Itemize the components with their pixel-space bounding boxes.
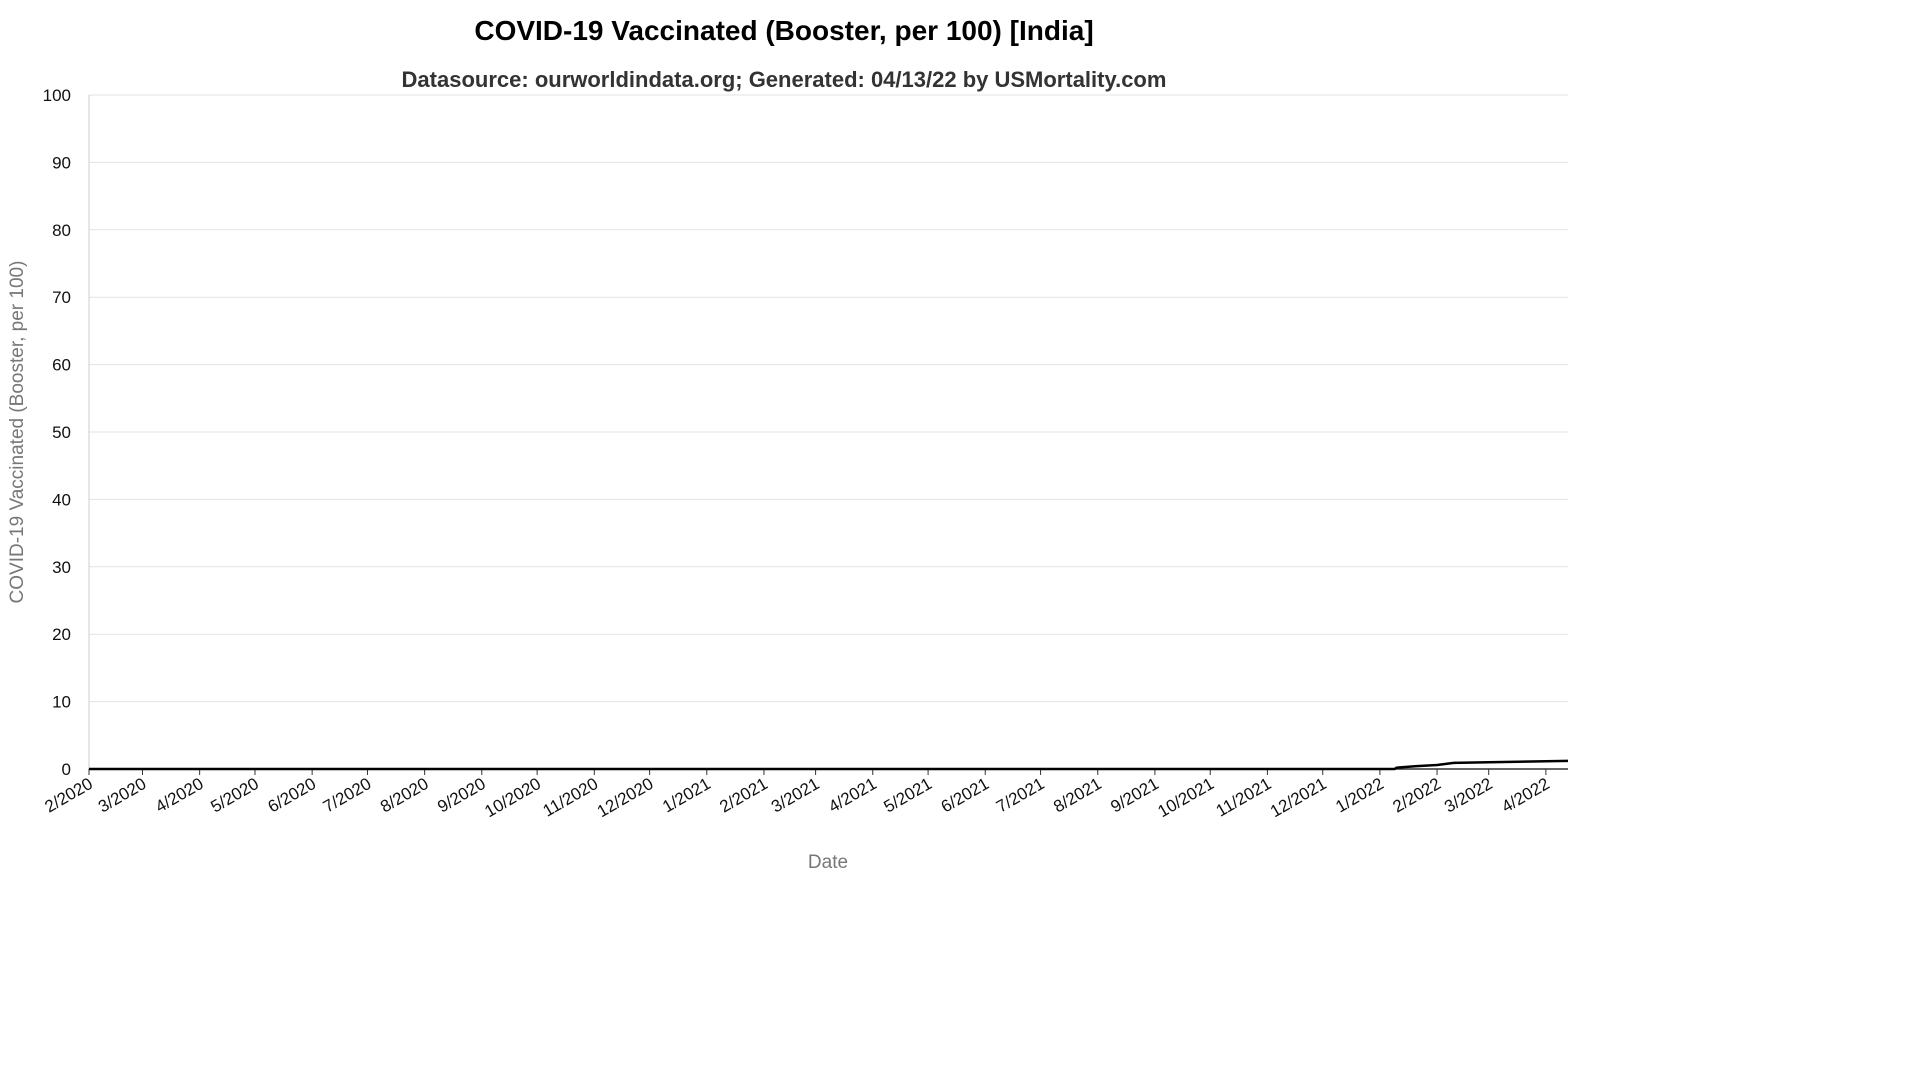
x-tick-label: 1/2022: [1332, 774, 1387, 816]
x-tick-label: 1/2021: [659, 774, 714, 816]
x-tick-label: 9/2020: [434, 774, 489, 816]
chart: COVID-19 Vaccinated (Booster, per 100) […: [7, 15, 1568, 873]
y-tick-label: 50: [52, 423, 71, 442]
y-tick-label: 70: [52, 288, 71, 307]
y-axis-title: COVID-19 Vaccinated (Booster, per 100): [7, 261, 28, 604]
y-tick-label: 90: [52, 153, 71, 172]
y-tick-label: 60: [52, 356, 71, 375]
y-tick-label: 40: [52, 490, 71, 509]
y-tick-label: 100: [43, 86, 71, 105]
x-tick-label: 3/2022: [1441, 774, 1496, 816]
x-tick-label: 5/2020: [207, 774, 262, 816]
x-tick-label: 8/2021: [1050, 774, 1105, 816]
x-tick-label: 2/2020: [41, 774, 96, 816]
series-line: [89, 759, 1568, 771]
x-tick-label: 10/2020: [481, 774, 544, 821]
x-tick-label: 4/2021: [825, 774, 880, 816]
x-tick-label: 3/2021: [768, 774, 823, 816]
x-tick-label: 2/2022: [1390, 774, 1445, 816]
x-tick-label: 7/2021: [993, 774, 1048, 816]
y-tick-label: 30: [52, 558, 71, 577]
x-tick-label: 5/2021: [881, 774, 936, 816]
x-tick-label: 10/2021: [1155, 774, 1218, 821]
x-tick-label: 8/2020: [377, 774, 432, 816]
x-tick-label: 2/2021: [716, 774, 771, 816]
x-tick-label: 11/2020: [540, 774, 602, 821]
chart-subtitle: Datasource: ourworldindata.org; Generate…: [402, 67, 1167, 92]
y-tick-label: 0: [62, 760, 71, 779]
x-tick-label: 7/2020: [320, 774, 375, 816]
x-axis-title: Date: [808, 852, 848, 873]
x-tick-label: 3/2020: [95, 774, 150, 816]
x-tick-label: 11/2021: [1213, 774, 1275, 821]
x-tick-label: 12/2020: [594, 774, 657, 821]
y-tick-label: 80: [52, 221, 71, 240]
x-tick-label: 6/2020: [265, 774, 320, 816]
x-tick-label: 9/2021: [1107, 774, 1162, 816]
y-tick-label: 10: [52, 693, 71, 712]
grid-layer: [89, 94, 1568, 770]
x-tick-label: 6/2021: [938, 774, 993, 816]
y-tick-label: 20: [52, 625, 71, 644]
chart-title: COVID-19 Vaccinated (Booster, per 100) […: [474, 15, 1093, 46]
x-tick-label: 12/2021: [1267, 774, 1330, 821]
x-tick-label: 4/2022: [1498, 774, 1553, 816]
series-layer: [89, 759, 1568, 771]
x-tick-label: 4/2020: [152, 774, 207, 816]
